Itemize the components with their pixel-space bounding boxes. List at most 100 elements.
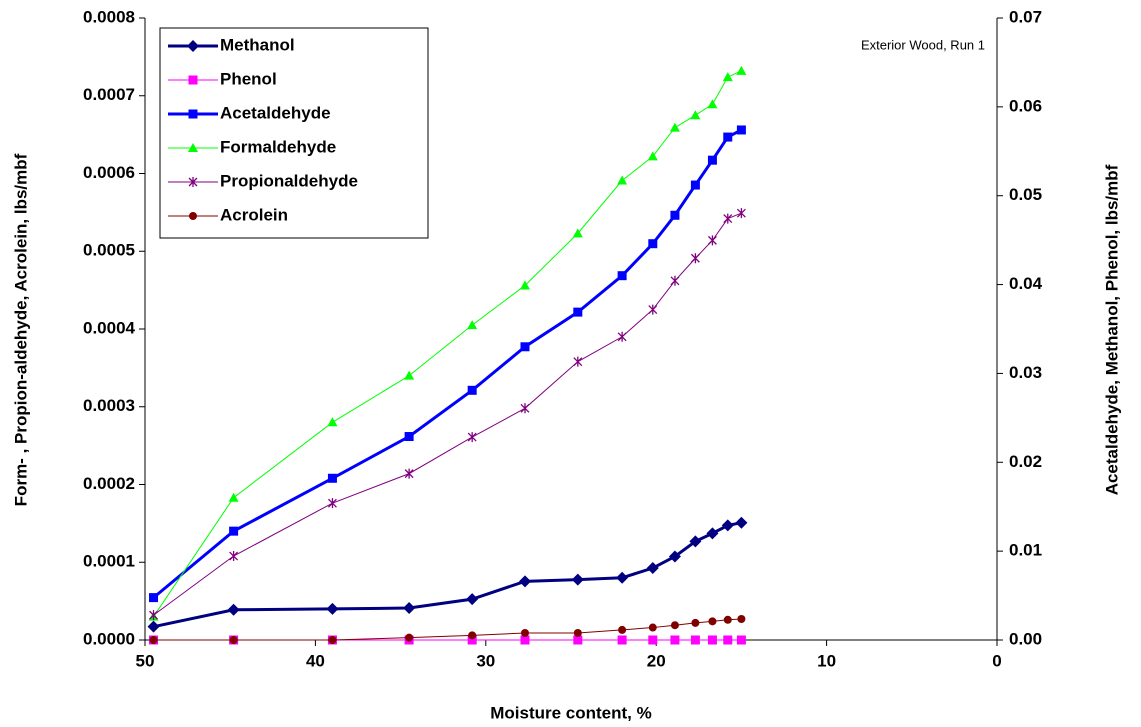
marker <box>707 155 717 165</box>
marker <box>722 72 733 82</box>
marker <box>669 122 680 132</box>
marker <box>229 526 239 536</box>
marker <box>736 125 746 135</box>
legend-marker <box>188 75 198 85</box>
marker <box>467 635 477 645</box>
x-axis-title: Moisture content, % <box>490 703 652 722</box>
marker <box>721 519 734 532</box>
marker <box>149 610 158 621</box>
series <box>147 516 748 633</box>
x-tick-label: 10 <box>817 651 836 670</box>
marker <box>328 636 337 644</box>
marker <box>520 403 530 414</box>
marker <box>403 602 416 615</box>
marker <box>466 593 479 606</box>
marker <box>737 615 746 624</box>
marker <box>467 432 477 443</box>
marker <box>670 635 680 645</box>
marker <box>690 635 700 645</box>
marker <box>405 633 414 642</box>
marker <box>648 635 658 645</box>
legend: Methanol Phenol Acetaldehyde Formaldehyde Pr… <box>159 27 429 239</box>
marker <box>149 593 159 603</box>
y2-tick-label: 0.02 <box>1009 452 1042 471</box>
legend-label: Acrolein <box>220 205 288 224</box>
marker <box>708 617 717 626</box>
marker <box>227 603 240 616</box>
marker <box>520 629 529 638</box>
marker <box>646 562 659 575</box>
y2-tick-label: 0.06 <box>1009 96 1042 115</box>
legend-label: Acetaldehyde <box>220 103 331 122</box>
marker <box>147 620 160 633</box>
marker <box>519 280 530 290</box>
marker <box>723 132 733 142</box>
marker <box>707 635 717 645</box>
marker <box>404 432 414 442</box>
y-tick-label: 0.0004 <box>83 318 136 337</box>
series <box>148 65 747 621</box>
marker <box>573 356 583 367</box>
y-tick-label: 0.0002 <box>83 474 135 493</box>
series <box>149 615 746 644</box>
y2-tick-label: 0.03 <box>1009 363 1042 382</box>
marker <box>228 492 239 502</box>
marker <box>572 228 583 238</box>
x-tick-label: 20 <box>647 651 666 670</box>
marker <box>149 636 158 644</box>
marker <box>520 342 530 352</box>
marker <box>648 623 657 632</box>
marker <box>617 175 628 185</box>
marker <box>648 304 658 315</box>
marker <box>617 331 627 342</box>
marker <box>670 621 679 630</box>
marker <box>616 571 629 584</box>
legend-label: Propionaldehyde <box>220 171 358 190</box>
line <box>153 521 742 629</box>
y-tick-label: 0.0001 <box>83 552 135 571</box>
marker <box>573 629 582 638</box>
marker <box>520 635 530 645</box>
marker <box>690 110 701 120</box>
marker <box>736 635 746 645</box>
marker <box>468 631 477 640</box>
marker <box>736 65 747 75</box>
marker <box>229 636 238 644</box>
legend-marker <box>188 143 198 152</box>
legend-box <box>159 27 429 239</box>
marker <box>327 473 337 483</box>
marker <box>571 573 584 586</box>
marker <box>647 151 658 161</box>
y2-tick-label: 0.07 <box>1009 7 1042 26</box>
marker <box>690 180 700 190</box>
marker <box>690 253 700 264</box>
legend-marker <box>189 212 197 220</box>
marker <box>573 635 583 645</box>
annotation: Exterior Wood, Run 1 <box>861 37 985 52</box>
marker <box>723 615 732 624</box>
marker <box>404 370 415 380</box>
marker <box>736 208 746 219</box>
marker <box>648 239 658 249</box>
marker <box>327 498 337 509</box>
y2-tick-label: 0.04 <box>1009 274 1043 293</box>
marker <box>723 635 733 645</box>
x-tick-label: 0 <box>992 651 1001 670</box>
marker <box>735 516 748 529</box>
marker <box>617 271 627 281</box>
y-tick-label: 0.0003 <box>83 396 135 415</box>
marker <box>707 99 718 109</box>
marker <box>573 307 583 317</box>
marker <box>670 275 680 286</box>
y-tick-label: 0.0005 <box>83 241 135 260</box>
y-tick-label: 0.0006 <box>83 163 135 182</box>
marker <box>618 625 627 634</box>
x-tick-label: 40 <box>306 651 325 670</box>
marker <box>467 385 477 395</box>
marker <box>689 535 702 548</box>
x-tick-label: 30 <box>476 651 495 670</box>
legend-marker <box>188 109 198 119</box>
marker <box>326 602 339 615</box>
legend-label: Methanol <box>220 35 295 54</box>
